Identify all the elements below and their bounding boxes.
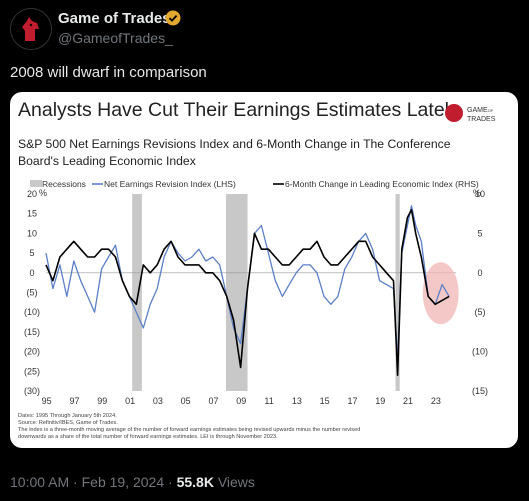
x-axis-tick-label: 99: [97, 396, 107, 406]
legend-recessions: Recessions: [42, 179, 86, 189]
chart-svg: Analysts Have Cut Their Earnings Estimat…: [18, 99, 496, 440]
card-title: Analysts Have Cut Their Earnings Estimat…: [18, 99, 459, 121]
game-of-trades-logo: GAMEOF TRADES: [445, 104, 496, 123]
right-axis-tick-label: (15): [472, 386, 488, 396]
footnote-3: The index is a three-month moving averag…: [18, 427, 360, 433]
right-axis-tick-label: 5: [477, 228, 482, 238]
x-axis-tick-label: 23: [431, 396, 441, 406]
left-axis-tick-label: 0: [29, 268, 34, 278]
card-subtitle-line-1: S&P 500 Net Earnings Revisions Index and…: [18, 137, 451, 151]
views-count: 55.8K: [176, 474, 214, 490]
logo-horse-icon: [445, 104, 463, 122]
x-axis-tick-label: 11: [264, 396, 273, 406]
x-axis-tick-label: 09: [236, 396, 246, 406]
highlight-circle: [422, 262, 459, 325]
left-axis-tick-label: 15: [27, 209, 37, 219]
author-name[interactable]: Game of Trades: [58, 10, 171, 27]
lei-series-line: [45, 209, 450, 377]
card-subtitle-line-2: Board's Leading Economic Index: [18, 154, 196, 168]
right-axis-unit: %: [473, 188, 481, 198]
left-axis-tick-label: 20: [27, 189, 37, 199]
recession-band: [395, 194, 400, 391]
left-axis-tick-label: 5: [29, 248, 34, 258]
tweet-meta: 10:00 AM · Feb 19, 2024 · 55.8K Views: [10, 474, 255, 490]
x-axis-tick-label: 21: [403, 396, 413, 406]
left-axis-unit: %: [39, 188, 47, 198]
x-axis-tick-label: 07: [208, 396, 218, 406]
x-axis-tick-label: 01: [125, 396, 135, 406]
avatar[interactable]: [10, 8, 52, 50]
chart-legend: Recessions Net Earnings Revision Index (…: [30, 179, 479, 189]
plot-area: 20 15 10 5 0 (5) (10) (15) (20) (25) (30) 10 5 0 (5) (1…: [24, 189, 488, 406]
x-axis-tick-label: 05: [181, 396, 191, 406]
left-axis-tick-label: (25): [24, 366, 40, 376]
legend-lei: 6-Month Change in Leading Economic Index…: [285, 179, 479, 189]
meta-separator: ·: [73, 474, 78, 490]
avatar-horse-icon: [11, 9, 51, 49]
logo-line-2: TRADES: [467, 116, 496, 123]
legend-recession-swatch: [30, 180, 42, 187]
tweet-text: 2008 will dwarf in comparison: [10, 64, 207, 81]
recession-band: [132, 194, 142, 391]
x-axis-tick-label: 03: [153, 396, 163, 406]
chart-image-card[interactable]: Analysts Have Cut Their Earnings Estimat…: [10, 92, 518, 448]
left-axis-tick-label: (10): [24, 307, 40, 317]
left-axis-tick-label: (30): [24, 386, 40, 396]
meta-separator: ·: [168, 474, 173, 490]
footnote-2: Source: Refinitiv/IBES, Game of Trades.: [18, 420, 118, 426]
author-handle[interactable]: @GameofTrades_: [58, 30, 173, 46]
x-axis-tick-label: 15: [320, 396, 330, 406]
left-axis-tick-label: (5): [27, 288, 38, 298]
left-axis-tick-label: (20): [24, 347, 40, 357]
left-axis-tick-label: 10: [27, 228, 37, 238]
x-axis-tick-label: 19: [375, 396, 385, 406]
logo-line-1: GAMEOF: [467, 107, 494, 114]
x-axis-tick-label: 95: [42, 396, 52, 406]
x-axis-tick-label: 13: [292, 396, 302, 406]
legend-revisions: Net Earnings Revision Index (LHS): [104, 179, 236, 189]
recession-band: [225, 194, 248, 391]
verified-badge-icon: [165, 10, 181, 26]
tweet-time[interactable]: 10:00 AM: [10, 474, 70, 490]
left-axis-tick-label: (15): [24, 327, 40, 337]
right-axis-tick-label: 0: [477, 268, 482, 278]
x-axis-tick-label: 97: [69, 396, 79, 406]
tweet-date[interactable]: Feb 19, 2024: [81, 474, 165, 490]
right-axis-tick-label: (10): [472, 347, 488, 357]
right-axis-tick-label: 10: [475, 189, 485, 199]
views-label: Views: [217, 474, 255, 490]
footnote-1: Dates: 1995 Through January 5th 2024.: [18, 413, 117, 419]
x-axis-tick-label: 17: [347, 396, 357, 406]
footnote-4: downwards as a share of the total number…: [18, 434, 278, 440]
right-axis-tick-label: (5): [475, 307, 486, 317]
